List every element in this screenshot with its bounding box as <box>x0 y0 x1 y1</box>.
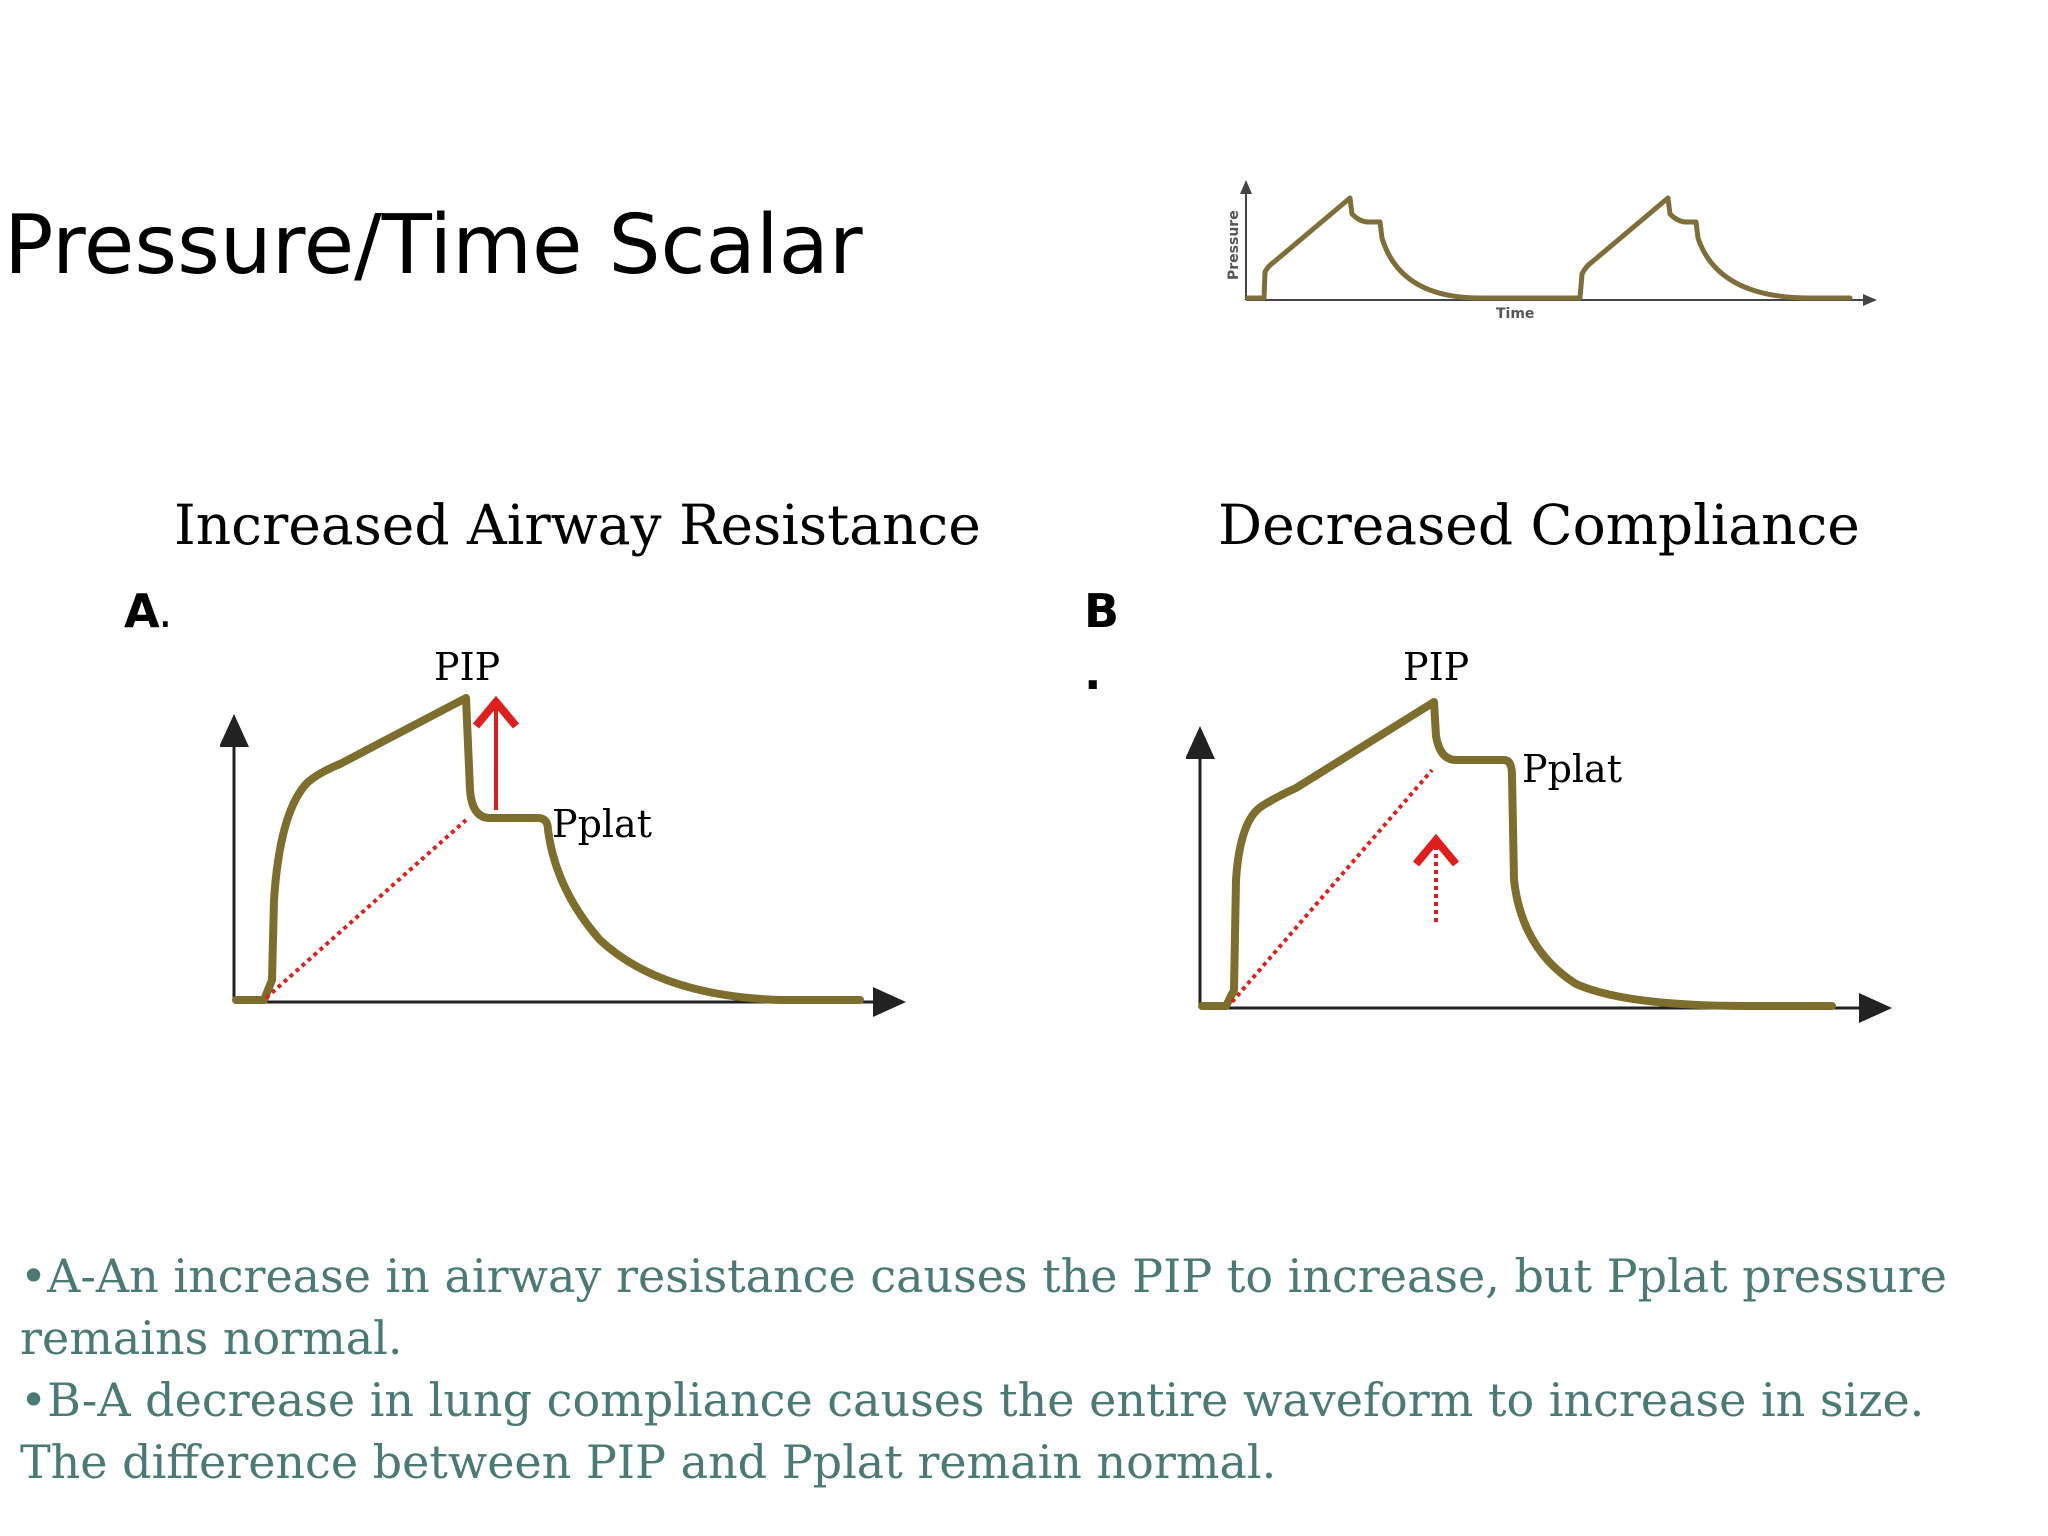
panel-a-pip-label: PIP <box>434 645 501 689</box>
panel-a-pplat-label: Pplat <box>552 802 652 846</box>
panel-a-dotted-slope <box>264 818 468 1000</box>
note-a: •A-An increase in airway resistance caus… <box>20 1249 1947 1365</box>
mini-y-label: Pressure <box>1226 210 1242 280</box>
panel-a-heading: Increased Airway Resistance <box>174 493 981 557</box>
panel-b-waveform-diagram <box>1186 698 1892 1023</box>
panel-a-letter: A <box>124 584 160 638</box>
panel-a-waveform-diagram <box>220 694 906 1017</box>
panel-b-pplat-label: Pplat <box>1522 747 1622 791</box>
panel-b-pip-label: PIP <box>1403 645 1470 689</box>
panel-b-letter-suffix: . <box>1084 646 1102 700</box>
note-b: •B-A decrease in lung compliance causes … <box>20 1373 1925 1489</box>
mini-pressure-time-chart: Pressure Time <box>1226 180 1877 322</box>
panel-b-dotted-slope <box>1230 768 1434 1004</box>
panel-a-letter-suffix: . <box>158 584 173 638</box>
mini-x-label: Time <box>1496 306 1534 322</box>
explanation-notes: •A-An increase in airway resistance caus… <box>20 1245 2010 1493</box>
panel-a-waveform-line <box>232 694 864 1004</box>
panel-b-heading: Decreased Compliance <box>1218 493 1860 557</box>
panel-b-letter: B <box>1084 584 1120 638</box>
panel-b-waveform-line <box>1198 698 1836 1010</box>
mini-waveform <box>1245 195 1853 301</box>
slide-title: Pressure/Time Scalar <box>4 198 863 293</box>
